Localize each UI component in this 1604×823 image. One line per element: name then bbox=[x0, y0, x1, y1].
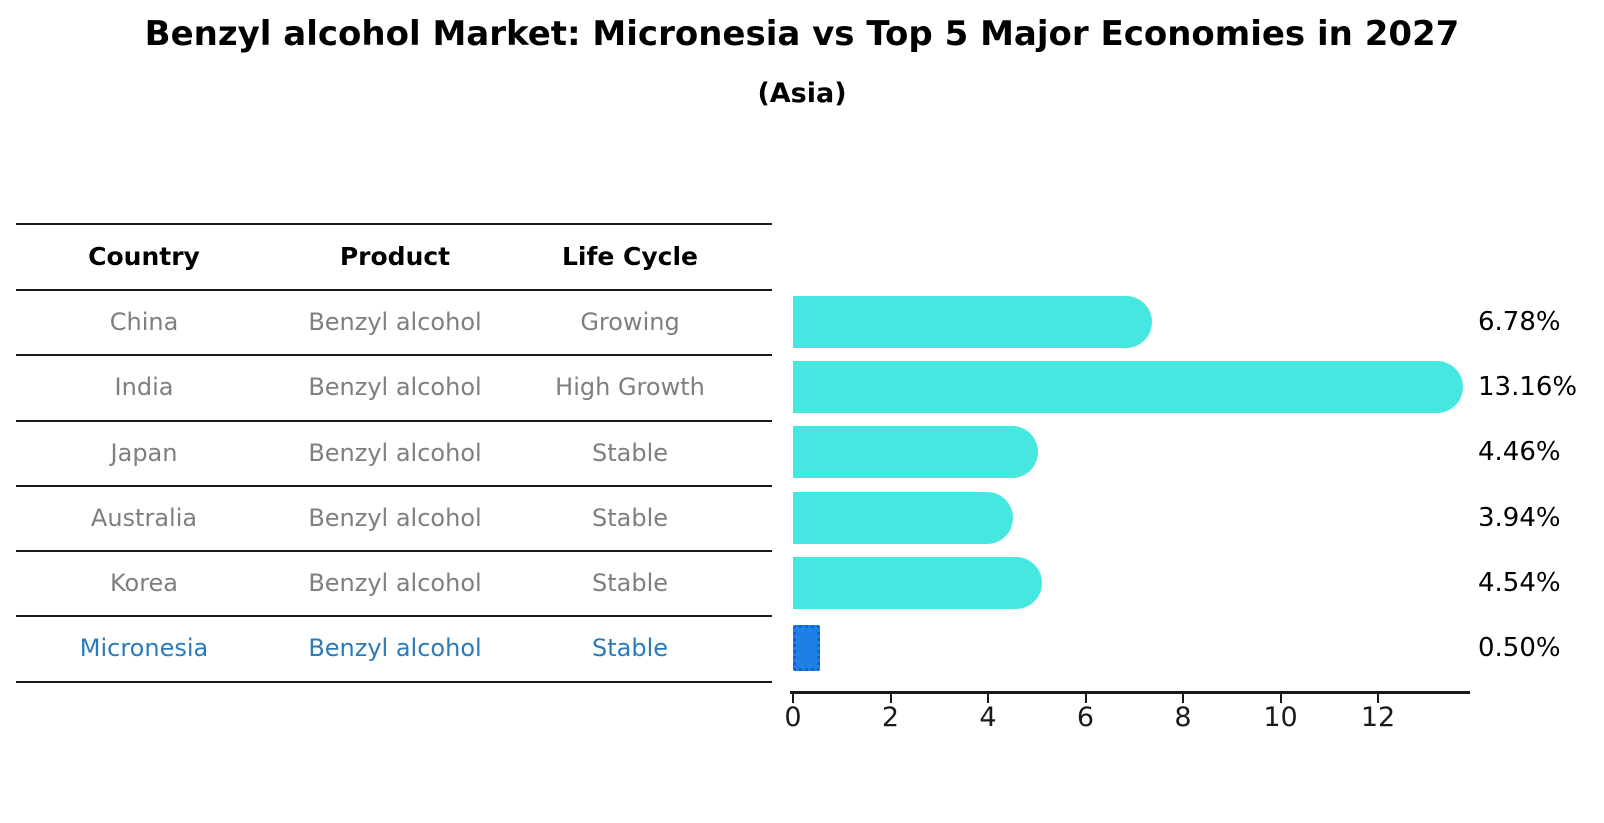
table-cell-lifecycle: Stable bbox=[591, 568, 669, 597]
x-axis-tick-label: 0 bbox=[784, 702, 802, 733]
bar-micronesia bbox=[793, 625, 820, 671]
table-cell-product: Benzyl alcohol bbox=[308, 438, 482, 467]
bar-value-label: 0.50% bbox=[1478, 633, 1561, 663]
table-cell-country: Australia bbox=[90, 503, 198, 532]
table-row: China Benzyl alcohol Growing bbox=[16, 289, 772, 354]
x-axis-tick bbox=[1377, 693, 1379, 703]
table-divider bbox=[16, 223, 772, 225]
table-divider bbox=[16, 550, 772, 552]
x-axis-tick-label: 4 bbox=[979, 702, 997, 733]
page-subtitle: (Asia) bbox=[757, 78, 847, 109]
table-cell-lifecycle: Stable bbox=[591, 503, 669, 532]
table-divider bbox=[16, 681, 772, 683]
bar-value-label: 3.94% bbox=[1478, 503, 1561, 533]
table-cell-product: Benzyl alcohol bbox=[308, 307, 482, 336]
x-axis-line bbox=[790, 691, 1470, 694]
x-axis-tick bbox=[889, 693, 892, 703]
table-cell-product: Benzyl alcohol bbox=[308, 634, 482, 662]
page-title: Benzyl alcohol Market: Micronesia vs Top… bbox=[144, 14, 1460, 54]
table-cell-country: Korea bbox=[109, 568, 179, 597]
bar-korea bbox=[793, 557, 1042, 609]
table-cell-country: Micronesia bbox=[79, 634, 209, 662]
bar-value-label: 4.46% bbox=[1478, 437, 1561, 467]
table-header-cell: Life Cycle bbox=[561, 241, 699, 271]
x-axis-tick-label: 12 bbox=[1360, 702, 1396, 733]
table-cell-lifecycle: High Growth bbox=[555, 373, 705, 401]
table-row: Australia Benzyl alcohol Stable bbox=[16, 485, 772, 550]
table-row: Micronesia Benzyl alcohol Stable bbox=[16, 615, 772, 681]
x-axis-tick bbox=[1279, 693, 1282, 703]
bar-value-label: 13.16% bbox=[1478, 372, 1578, 402]
table-cell-product: Benzyl alcohol bbox=[308, 503, 482, 532]
table-divider bbox=[16, 354, 772, 356]
table-header-cell: Product bbox=[339, 241, 451, 271]
table-row: Japan Benzyl alcohol Stable bbox=[16, 420, 772, 485]
table-header-row: Country Product Life Cycle bbox=[16, 223, 772, 289]
x-axis-tick-label: 2 bbox=[881, 702, 900, 733]
table-divider bbox=[16, 289, 772, 291]
bar-value-label: 4.54% bbox=[1478, 568, 1561, 598]
bar-value-label: 6.78% bbox=[1478, 307, 1561, 337]
table-cell-country: China bbox=[109, 307, 179, 336]
table-row: Korea Benzyl alcohol Stable bbox=[16, 550, 772, 615]
table-header-cell: Country bbox=[88, 241, 200, 271]
table-row: India Benzyl alcohol High Growth bbox=[16, 354, 772, 420]
table-cell-country: India bbox=[114, 373, 174, 401]
x-axis-tick-label: 8 bbox=[1174, 702, 1192, 733]
x-axis-tick-label: 10 bbox=[1263, 702, 1298, 733]
table-cell-lifecycle: Stable bbox=[591, 634, 669, 662]
x-axis-tick bbox=[1182, 693, 1184, 703]
table-cell-lifecycle: Stable bbox=[591, 438, 669, 467]
bar-australia bbox=[793, 492, 1013, 544]
x-axis-tick bbox=[987, 693, 989, 703]
table-cell-product: Benzyl alcohol bbox=[308, 568, 482, 597]
x-axis-tick bbox=[1084, 693, 1087, 703]
table-divider bbox=[16, 485, 772, 487]
table-cell-lifecycle: Growing bbox=[580, 307, 680, 336]
bar-japan bbox=[793, 426, 1038, 478]
bar-china bbox=[793, 296, 1152, 348]
table-cell-country: Japan bbox=[110, 438, 178, 467]
table-divider bbox=[16, 420, 772, 422]
table-divider bbox=[16, 615, 772, 617]
x-axis-tick-label: 6 bbox=[1076, 702, 1095, 733]
x-axis-tick bbox=[792, 693, 794, 703]
table-cell-product: Benzyl alcohol bbox=[308, 373, 482, 401]
bar-india bbox=[793, 361, 1463, 413]
